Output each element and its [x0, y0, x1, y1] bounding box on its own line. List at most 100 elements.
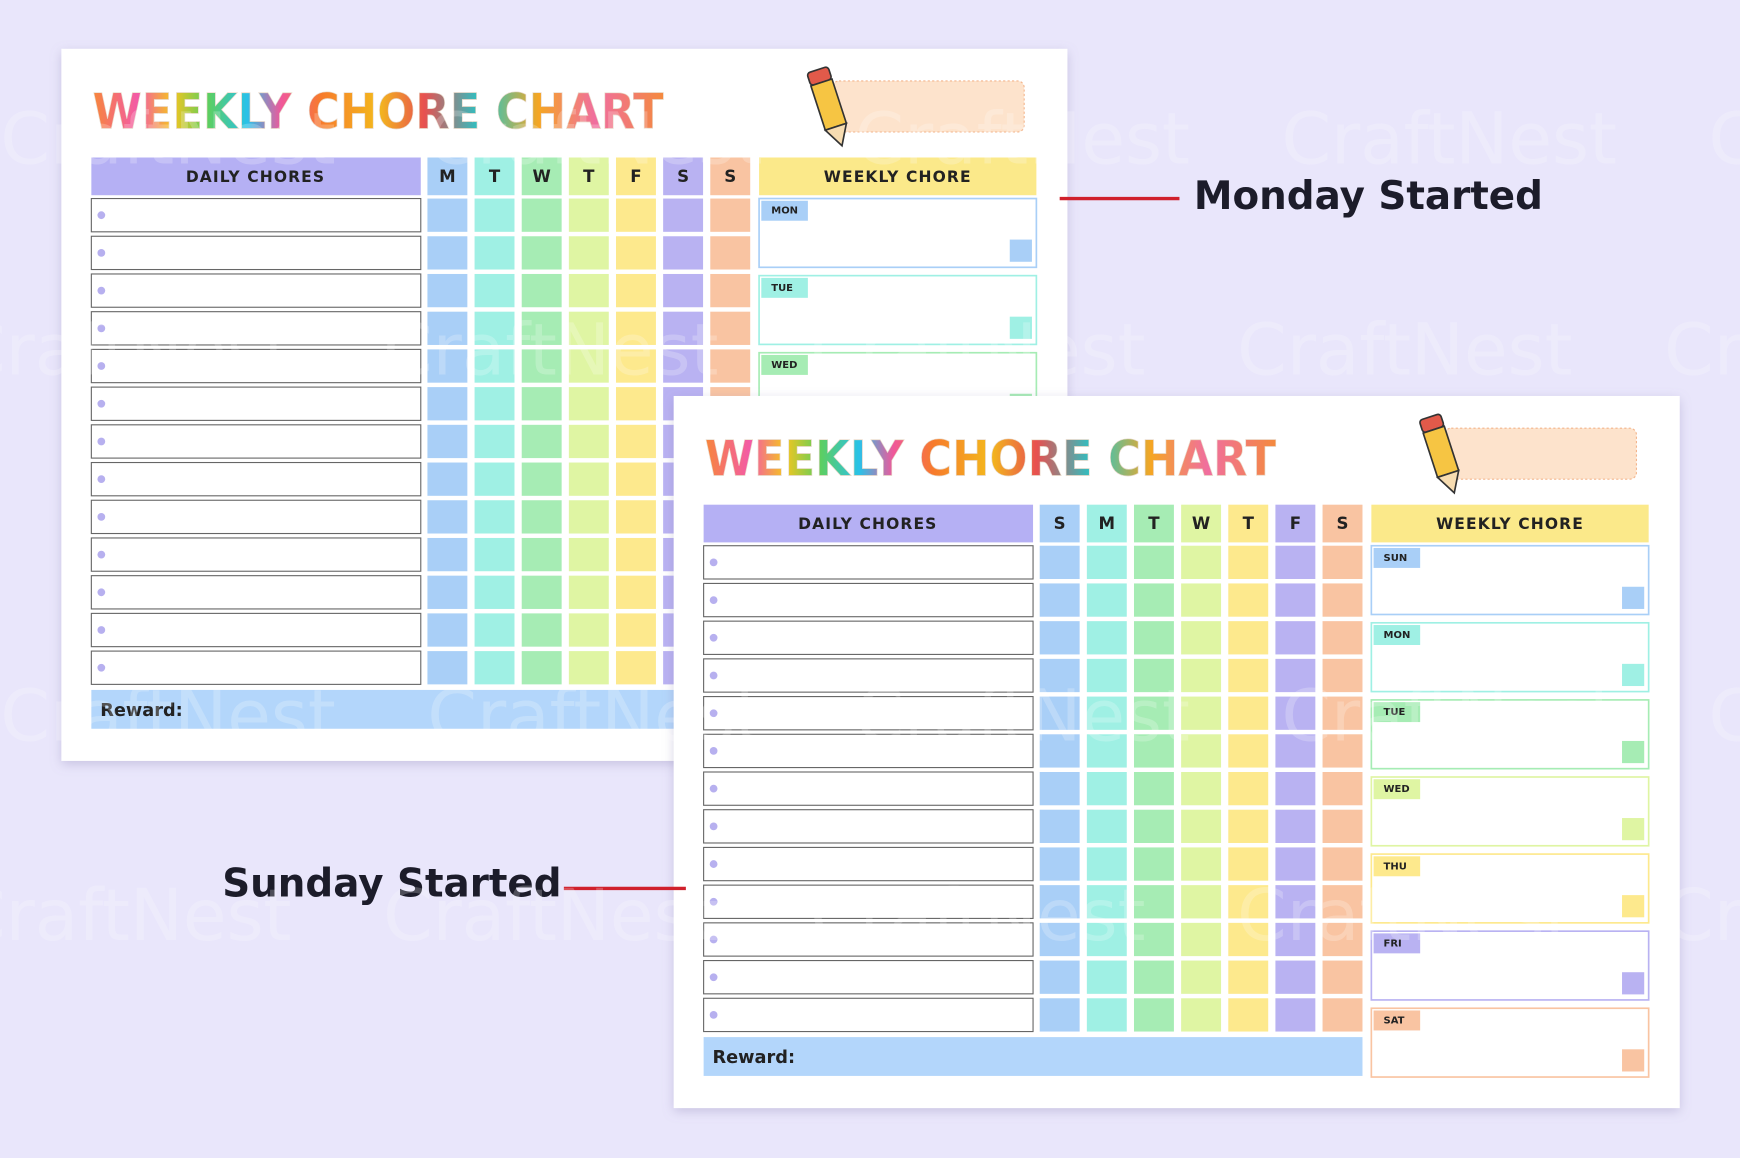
day-cell	[1228, 922, 1269, 957]
bullet	[709, 596, 718, 604]
day-header	[521, 157, 562, 196]
day-cell	[1133, 583, 1174, 617]
chore-row	[703, 620, 1034, 655]
chore-row	[90, 537, 422, 572]
chore-row	[703, 582, 1034, 618]
day-header	[1086, 504, 1127, 543]
day-cell	[1039, 772, 1080, 806]
chore-row	[703, 997, 1034, 1033]
day-cell	[1228, 885, 1269, 919]
day-cell	[1275, 922, 1316, 957]
chore-row	[90, 348, 422, 384]
day-cell	[1039, 922, 1080, 957]
bullet	[97, 249, 106, 257]
chore-row	[90, 311, 422, 346]
bullet	[97, 286, 106, 295]
reward-bar	[91, 689, 751, 729]
day-header-text: T	[583, 167, 595, 186]
title: WEEKLY CHORE CHART	[705, 431, 1277, 488]
day-cell	[521, 575, 562, 609]
day-cell	[521, 349, 562, 383]
day-header-text: T	[1243, 514, 1255, 533]
day-cell	[1228, 734, 1269, 768]
day-cell	[568, 575, 609, 609]
day-cell	[1275, 658, 1316, 693]
day-cell	[1275, 734, 1316, 768]
chore-row	[703, 696, 1034, 731]
bullet	[97, 362, 106, 370]
day-cell	[568, 198, 609, 232]
day-cell	[474, 424, 515, 459]
day-cell	[1039, 545, 1080, 579]
day-header	[1228, 504, 1269, 543]
day-cell	[1133, 621, 1174, 655]
day-cell	[1133, 772, 1174, 806]
day-cell	[1133, 922, 1174, 957]
day-cell	[474, 273, 515, 308]
chore-row	[703, 846, 1034, 882]
day-cell	[615, 311, 656, 345]
day-cell	[663, 236, 704, 270]
check-square	[1622, 740, 1645, 764]
chore-row	[703, 771, 1034, 806]
day-cell	[1039, 847, 1080, 881]
day-cell	[568, 613, 609, 647]
day-cell	[1133, 998, 1174, 1032]
day-header-text: S	[1054, 514, 1066, 533]
watermark: CraftNest	[1237, 308, 1572, 391]
day-cell	[1228, 696, 1269, 730]
weekly-tag-text: TUE	[771, 283, 793, 294]
day-cell	[568, 273, 609, 308]
day-cell	[1086, 658, 1127, 693]
name-tag	[1444, 427, 1638, 480]
day-header-text: F	[630, 167, 641, 186]
watermark: CraftNest	[0, 675, 335, 758]
day-cell	[710, 349, 751, 383]
day-cell	[521, 273, 562, 308]
weekly-tag	[1373, 1010, 1421, 1031]
weekly-tag	[1373, 933, 1421, 954]
day-cell	[1275, 885, 1316, 919]
day-cell	[615, 273, 656, 308]
bullet	[97, 324, 106, 333]
day-cell	[1133, 734, 1174, 768]
daily-header	[703, 504, 1034, 543]
day-cell	[1133, 847, 1174, 881]
day-header	[663, 157, 704, 196]
chore-row	[90, 386, 422, 421]
watermark: CraftNest	[427, 98, 762, 181]
day-cell	[615, 651, 656, 685]
day-cell	[1275, 621, 1316, 655]
pencil	[1419, 413, 1460, 495]
day-cell	[1039, 696, 1080, 730]
day-cell	[474, 198, 515, 232]
day-cell	[615, 349, 656, 383]
bullet	[709, 633, 718, 642]
weekly-header-text: WEEKLY CHORE	[824, 168, 972, 186]
weekly-tag	[1373, 702, 1421, 723]
day-cell	[1181, 696, 1222, 730]
watermark: CraftNest	[1709, 98, 1740, 181]
watermark: CraftNest	[0, 98, 335, 181]
weekly-header	[1371, 504, 1649, 543]
day-cell	[615, 424, 656, 459]
day-cell	[1086, 621, 1127, 655]
watermark: CraftNest	[1664, 308, 1740, 391]
day-cell	[615, 613, 656, 647]
day-header-text: W	[533, 167, 551, 186]
day-cell	[1181, 809, 1222, 843]
watermark: CraftNest	[383, 308, 718, 391]
bullet	[709, 973, 718, 982]
day-cell	[427, 424, 468, 459]
day-cell	[427, 651, 468, 685]
day-cell	[427, 613, 468, 647]
check-square	[1622, 1049, 1645, 1072]
day-cell	[1228, 960, 1269, 994]
day-header-text: T	[1148, 514, 1160, 533]
day-cell	[474, 462, 515, 496]
chore-row	[703, 809, 1034, 844]
day-cell	[663, 273, 704, 308]
day-cell	[1039, 658, 1080, 693]
check-square	[1622, 972, 1645, 995]
